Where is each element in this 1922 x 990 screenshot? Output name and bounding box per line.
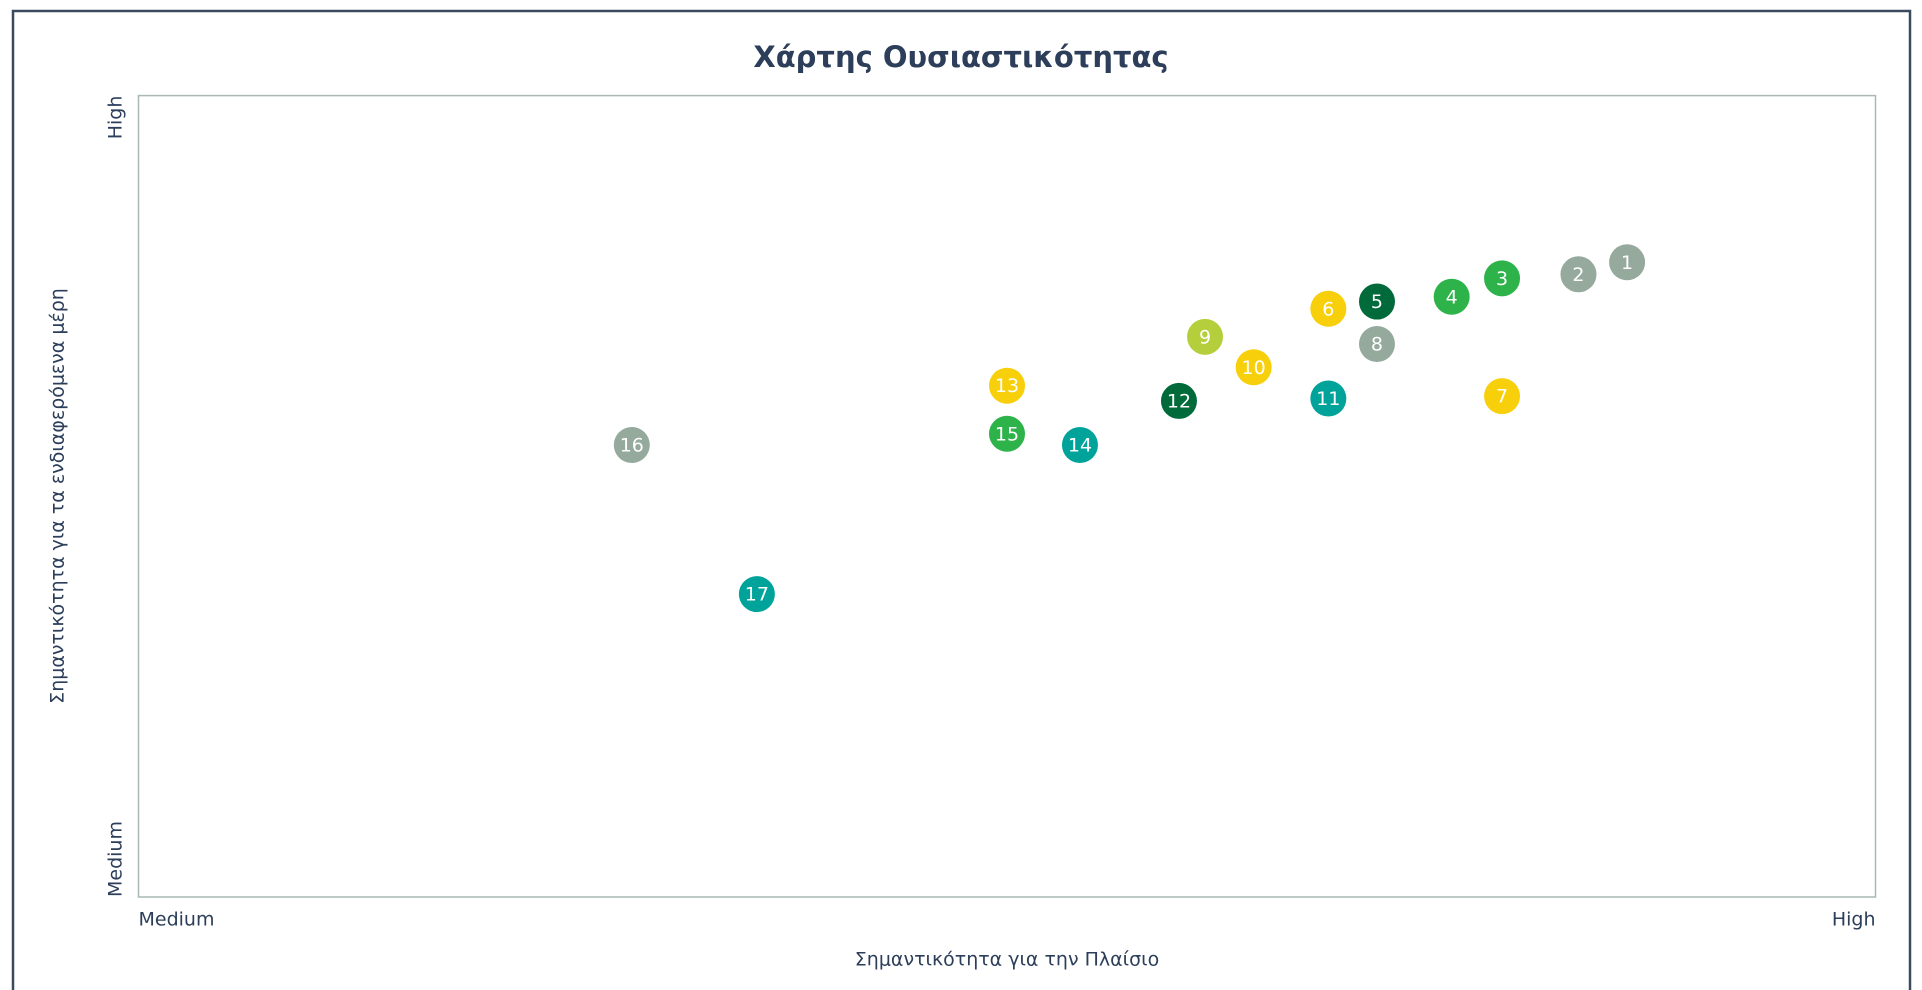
point [1358,283,1395,320]
x-tick-label: High [1832,909,1876,931]
point-label: 11 [1316,388,1340,410]
point-label: 10 [1242,357,1266,379]
point [1484,260,1521,297]
point [613,427,650,464]
point-label: 2 [1572,264,1584,286]
point [1433,278,1470,315]
x-axis-label: Σημαντικότητα για την Πλαίσιο [855,949,1159,971]
chart-title: Χάρτης Ουσιαστικότητας [753,40,1168,74]
point-label: 3 [1496,268,1508,290]
point-label: 15 [995,423,1019,445]
point-label: 6 [1322,298,1334,320]
point-label: 14 [1068,435,1092,457]
point [1358,326,1395,363]
point-label: 5 [1371,291,1383,313]
point-label: 7 [1496,386,1508,408]
point-label: 16 [620,435,644,457]
plot-area [137,94,1877,898]
y-axis-label: Σημαντικότητα για τα ενδιαφερόμενα μέρη [47,288,69,704]
y-tick-label: Medium [105,821,127,897]
point-label: 4 [1446,286,1458,308]
point [1609,244,1646,281]
point [1310,380,1347,417]
point [1160,382,1197,419]
point [1235,349,1272,386]
point-label: 1 [1621,252,1633,274]
y-tick-label: High [105,96,127,140]
point [1187,318,1224,355]
point [1484,378,1521,415]
point-label: 17 [745,584,769,606]
point-label: 9 [1199,326,1211,348]
point-label: 8 [1371,334,1383,356]
point [1560,256,1597,293]
point [738,576,775,613]
point-label: 12 [1167,390,1191,412]
point [1310,290,1347,327]
point-label: 13 [995,375,1019,397]
x-tick-label: Medium [139,909,215,931]
point [989,415,1025,452]
frame [11,9,1912,990]
point [1061,427,1098,464]
point [989,367,1025,404]
